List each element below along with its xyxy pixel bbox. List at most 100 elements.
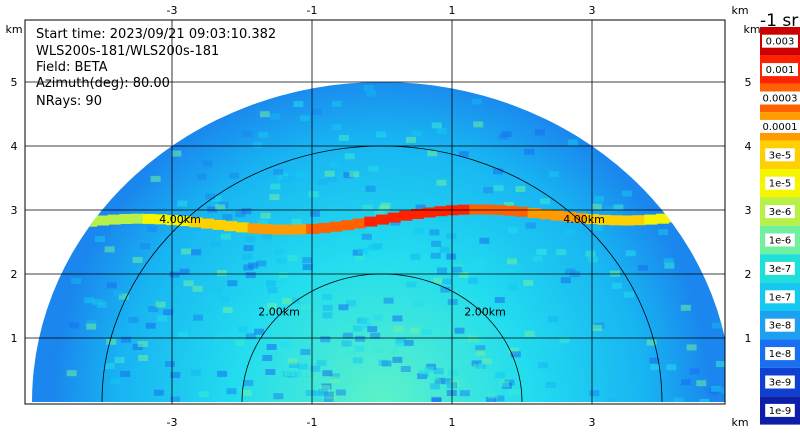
texture-cell <box>361 322 372 329</box>
colorbar-label: 1e-8 <box>769 349 792 360</box>
layer-cell <box>224 221 238 232</box>
layer-cell <box>166 215 179 226</box>
texture-cell <box>121 336 131 343</box>
texture-cell <box>128 316 139 323</box>
texture-cell <box>345 300 356 307</box>
texture-cell <box>352 357 363 364</box>
texture-cell <box>658 229 669 236</box>
texture-cell <box>362 204 373 211</box>
texture-cell <box>346 145 357 152</box>
texture-cell <box>508 227 519 234</box>
range-rings: 2.00km 2.00km 4.00km 4.00km <box>101 145 663 403</box>
colorbar-label: 1e-6 <box>769 236 792 247</box>
texture-cell <box>493 168 504 175</box>
texture-cell <box>300 349 311 355</box>
layer-cell <box>644 214 658 225</box>
layer-cell <box>597 214 611 225</box>
colorbar-label-bg <box>765 318 795 332</box>
texture-cell <box>190 369 201 376</box>
texture-cell <box>507 258 517 265</box>
texture-cell <box>355 335 366 342</box>
texture-cell <box>447 369 458 376</box>
texture-cell <box>329 373 340 380</box>
texture-cell <box>473 363 484 370</box>
layer-cell <box>96 215 109 226</box>
texture-cell <box>346 349 357 356</box>
range-ring <box>101 145 663 403</box>
texture-cell <box>354 254 365 261</box>
layer-cell <box>131 213 144 224</box>
texture-cell <box>427 150 438 157</box>
texture-cell <box>452 266 463 273</box>
texture-cell <box>606 398 617 402</box>
texture-cell <box>548 171 559 178</box>
texture-cell <box>515 186 526 192</box>
texture-cell <box>367 326 378 333</box>
texture-cell <box>238 326 249 333</box>
texture-cell <box>326 176 337 183</box>
texture-cell <box>594 196 605 203</box>
y-tick-label-right: 2 <box>745 268 752 281</box>
texture-cell <box>157 315 168 322</box>
colorbar-label-bg <box>765 261 795 275</box>
texture-cell <box>395 340 406 347</box>
texture-cell <box>493 185 504 192</box>
texture-cell <box>459 390 470 397</box>
texture-cell <box>273 393 284 400</box>
info-start-time: Start time: 2023/09/21 09:03:10.382 <box>36 27 276 42</box>
texture-cell <box>475 349 486 356</box>
texture-cell <box>262 155 273 162</box>
texture-cell <box>97 301 108 308</box>
texture-cell <box>560 277 571 284</box>
texture-cell <box>589 390 600 397</box>
texture-cell <box>235 339 245 346</box>
texture-cell <box>259 111 270 118</box>
texture-cell <box>501 366 512 373</box>
texture-cell <box>699 398 710 402</box>
texture-cell <box>312 397 323 402</box>
texture-cell <box>211 195 222 202</box>
texture-cell <box>193 314 203 321</box>
texture-cell <box>145 322 156 329</box>
texture-cell <box>380 202 391 209</box>
texture-cell <box>260 212 271 219</box>
colorbar-label: 1e-5 <box>769 179 792 190</box>
texture-cell <box>585 378 596 385</box>
texture-cell <box>331 124 342 131</box>
texture-cell <box>524 148 535 155</box>
texture-cell <box>308 191 319 198</box>
texture-cell <box>312 108 323 115</box>
texture-cell <box>374 209 385 216</box>
texture-cell <box>663 258 674 265</box>
texture-cell <box>495 372 506 379</box>
texture-cell <box>445 381 456 388</box>
texture-cell <box>178 331 189 338</box>
texture-cell <box>132 344 143 350</box>
texture-cell <box>138 355 149 361</box>
texture-cell <box>352 249 363 256</box>
texture-cell <box>269 194 280 201</box>
texture-cell <box>125 377 136 384</box>
texture-cell <box>381 360 392 367</box>
texture-cell <box>412 300 423 307</box>
texture-cell <box>664 262 675 269</box>
texture-cell <box>104 246 115 253</box>
y-tick-label-left: 4 <box>11 140 18 153</box>
texture-cell <box>129 354 140 361</box>
axis-unit-label: km <box>743 23 760 36</box>
texture-cell <box>368 165 379 172</box>
texture-cell <box>388 348 399 355</box>
texture-cell <box>592 224 603 231</box>
texture-cell <box>409 327 420 334</box>
texture-cell <box>556 249 567 256</box>
texture-cell <box>491 201 502 208</box>
texture-cell <box>137 341 148 347</box>
colorbar: -1 sr 0.003 0.001 0.0003 0.0001 3e-5 1e-5 3e-6… <box>758 11 800 425</box>
texture-cell <box>686 344 697 351</box>
texture-cell <box>310 365 321 372</box>
texture-cell <box>258 131 269 138</box>
texture-cell <box>86 323 97 330</box>
texture-cell <box>447 299 458 305</box>
y-tick-label-right: 1 <box>745 332 752 345</box>
texture-cell <box>454 327 465 334</box>
